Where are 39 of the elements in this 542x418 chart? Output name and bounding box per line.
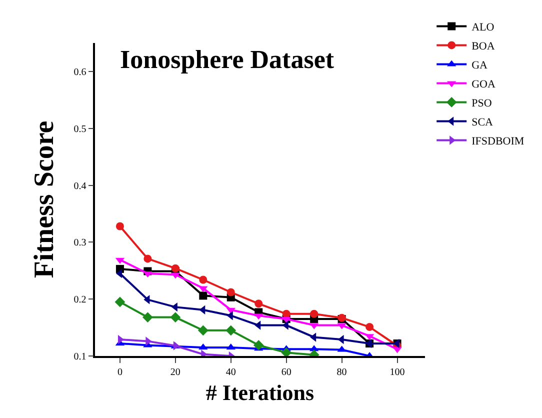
legend-label: BOA <box>472 40 495 52</box>
point <box>144 254 152 263</box>
y-tick-label: 0.3 <box>74 238 86 249</box>
point <box>170 312 181 322</box>
x-tick-label: 40 <box>226 366 236 378</box>
x-axis-title: # Iterations <box>206 380 315 406</box>
point <box>366 322 374 331</box>
point <box>142 312 153 322</box>
point <box>199 276 208 284</box>
x-tick-label: 20 <box>170 366 180 378</box>
x-tick-label: 100 <box>390 366 405 378</box>
legend-label: PSO <box>472 97 492 110</box>
x-tick-label: 0 <box>117 366 122 378</box>
point <box>116 222 124 230</box>
point <box>253 340 264 350</box>
chart-title: Ionosphere Dataset <box>120 45 334 74</box>
point <box>226 325 236 336</box>
point <box>281 347 292 356</box>
point <box>282 310 290 318</box>
point <box>254 300 263 308</box>
y-tick-label: 0.6 <box>74 66 86 78</box>
legend-label: IFSDBOIM <box>472 135 524 148</box>
point <box>171 264 180 272</box>
x-tick-label: 60 <box>281 366 292 378</box>
legend-label: SCA <box>472 116 494 128</box>
y-tick-label: 0.4 <box>74 180 86 192</box>
legend-label: GOA <box>472 78 496 90</box>
point <box>198 325 208 336</box>
point <box>114 296 126 308</box>
y-tick-label: 0.2 <box>74 294 86 306</box>
y-axis-title: Fitness Score <box>28 120 60 278</box>
legend-label: ALO <box>472 21 494 34</box>
point <box>310 310 318 318</box>
point <box>199 292 208 300</box>
legend-label: GA <box>472 59 488 72</box>
y-tick-label: 0.5 <box>74 124 86 135</box>
point <box>226 288 235 296</box>
x-tick-label: 80 <box>336 366 347 378</box>
y-tick-label: 0.1 <box>74 352 86 362</box>
